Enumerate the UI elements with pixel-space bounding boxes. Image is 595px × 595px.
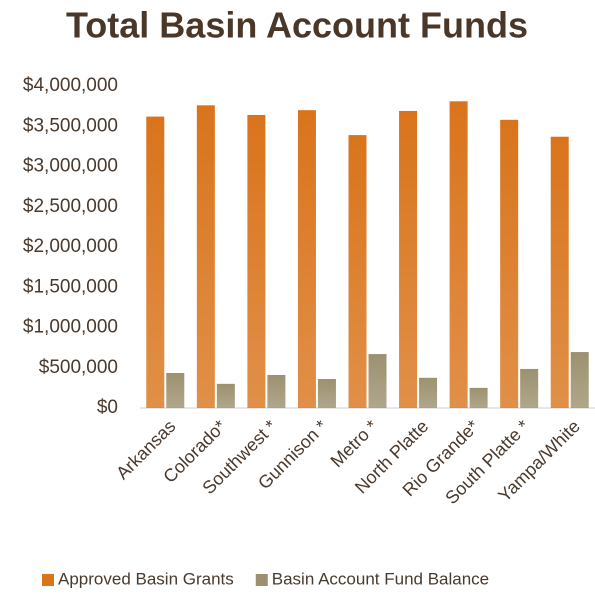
chart-title: Total Basin Account Funds (66, 5, 528, 46)
bar (570, 352, 589, 408)
bar (469, 387, 488, 408)
bar (146, 116, 165, 408)
bar (196, 105, 215, 408)
y-tick-label: $1,500,000 (23, 276, 118, 297)
y-tick-label: $3,500,000 (23, 115, 118, 136)
y-tick-label: $2,500,000 (23, 196, 118, 217)
y-tick-label: $4,000,000 (23, 75, 118, 96)
bar (317, 379, 336, 408)
bar (368, 354, 387, 408)
legend-swatch (42, 574, 54, 586)
legend-label: Basin Account Fund Balance (272, 569, 489, 588)
y-tick-label: $3,000,000 (23, 156, 118, 177)
bar (348, 135, 367, 409)
bar (399, 110, 418, 408)
bar (247, 114, 266, 408)
bar (297, 110, 316, 409)
bar (267, 374, 286, 408)
bar (520, 368, 539, 408)
bar (166, 372, 185, 408)
y-tick-label: $2,000,000 (23, 236, 118, 257)
bar (449, 101, 468, 409)
legend-label: Approved Basin Grants (58, 569, 234, 588)
bar (216, 383, 235, 408)
y-tick-label: $0 (97, 397, 118, 418)
bar (419, 377, 438, 408)
legend-swatch (255, 574, 268, 586)
y-tick-label: $500,000 (39, 357, 118, 378)
bar (550, 136, 569, 408)
bar (500, 119, 519, 408)
y-tick-label: $1,000,000 (23, 317, 118, 338)
